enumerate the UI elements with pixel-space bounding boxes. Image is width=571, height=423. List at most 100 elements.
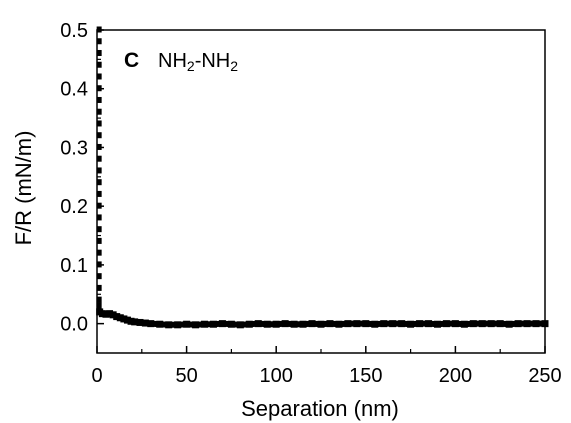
- x-axis: 0 50 100 150 200 250: [91, 346, 562, 387]
- data-point: [96, 108, 102, 115]
- data-point: [344, 320, 352, 328]
- data-point: [174, 321, 182, 329]
- data-point: [380, 320, 388, 328]
- data-point: [131, 318, 139, 326]
- data-point: [96, 273, 102, 280]
- data-point: [127, 317, 135, 325]
- data-point: [254, 320, 262, 328]
- data-point: [96, 26, 102, 33]
- data-point: [290, 320, 298, 328]
- y-tick-label: 0.4: [60, 79, 88, 101]
- data-point: [281, 320, 289, 328]
- data-point: [96, 155, 102, 162]
- plot-border: [96, 29, 546, 354]
- panel-label-part: NH: [158, 50, 187, 72]
- data-point: [96, 61, 102, 68]
- panel-label-subscript: 2: [187, 58, 195, 74]
- data-point: [201, 320, 209, 328]
- data-point: [165, 321, 173, 329]
- data-point: [227, 320, 235, 328]
- x-tick-label: 200: [439, 365, 472, 387]
- data-point: [96, 167, 102, 174]
- data-point: [102, 310, 110, 318]
- data-point: [96, 202, 102, 209]
- data-point: [496, 320, 504, 328]
- data-point: [263, 320, 271, 328]
- data-point: [123, 316, 131, 324]
- data-point: [147, 320, 155, 328]
- panel-annotation: C NH2-NH2: [124, 49, 238, 74]
- panel-label-part: -NH: [195, 50, 231, 72]
- data-point: [96, 190, 102, 197]
- data-point: [96, 38, 102, 45]
- data-point: [116, 314, 124, 322]
- data-point: [136, 318, 144, 326]
- data-point: [96, 214, 102, 221]
- data-point: [541, 320, 549, 328]
- data-point: [505, 320, 513, 328]
- data-point: [96, 179, 102, 186]
- panel-label-subscript: 2: [230, 58, 238, 74]
- data-point: [451, 320, 459, 328]
- data-point: [299, 320, 307, 328]
- data-point: [96, 143, 102, 150]
- data-point: [109, 311, 117, 319]
- x-tick-label: 0: [91, 365, 102, 387]
- data-point: [460, 320, 468, 328]
- data-point: [326, 320, 334, 328]
- x-tick-label: 250: [528, 365, 561, 387]
- data-point: [335, 320, 343, 328]
- y-tick-label: 0.1: [60, 255, 88, 277]
- data-point: [96, 284, 102, 291]
- data-point: [98, 310, 106, 318]
- data-point: [523, 320, 531, 328]
- data-point: [416, 320, 424, 328]
- data-point: [141, 319, 149, 327]
- y-axis: 0.0 0.1 0.2 0.3 0.4 0.5: [60, 20, 104, 336]
- data-point: [96, 237, 102, 244]
- data-point: [96, 296, 102, 303]
- data-point: [156, 320, 164, 328]
- data-point: [407, 320, 415, 328]
- y-axis-title: F/R (mN/m): [11, 131, 36, 246]
- data-point: [96, 226, 102, 233]
- data-point: [183, 320, 191, 328]
- data-point: [433, 320, 441, 328]
- x-tick-label: 50: [175, 365, 197, 387]
- x-tick-label: 100: [260, 365, 293, 387]
- data-point: [120, 315, 128, 323]
- data-point: [96, 85, 102, 92]
- data-point: [236, 321, 244, 329]
- y-tick-label: 0.2: [60, 196, 88, 218]
- data-series: [96, 26, 549, 329]
- panel-letter: C: [124, 49, 139, 72]
- data-point: [398, 320, 406, 328]
- data-point: [469, 320, 477, 328]
- data-point: [425, 320, 433, 328]
- data-point: [96, 261, 102, 268]
- data-point: [96, 73, 102, 80]
- data-point: [96, 249, 102, 256]
- data-point: [353, 320, 361, 328]
- data-point: [487, 320, 495, 328]
- data-point: [96, 132, 102, 139]
- data-point: [317, 320, 325, 328]
- y-tick-label: 0.3: [60, 137, 88, 159]
- data-point: [96, 96, 102, 103]
- data-point: [362, 320, 370, 328]
- y-tick-label: 0.0: [60, 314, 88, 336]
- data-point: [514, 320, 522, 328]
- data-point: [96, 302, 102, 309]
- data-point: [245, 320, 253, 328]
- data-point: [96, 120, 102, 127]
- data-point: [371, 320, 379, 328]
- panel-label: NH2-NH2: [158, 50, 238, 74]
- x-axis-title: Separation (nm): [241, 396, 399, 421]
- data-point: [209, 320, 217, 328]
- data-point: [478, 320, 486, 328]
- data-point: [389, 320, 397, 328]
- data-point: [113, 313, 121, 321]
- data-point: [442, 320, 450, 328]
